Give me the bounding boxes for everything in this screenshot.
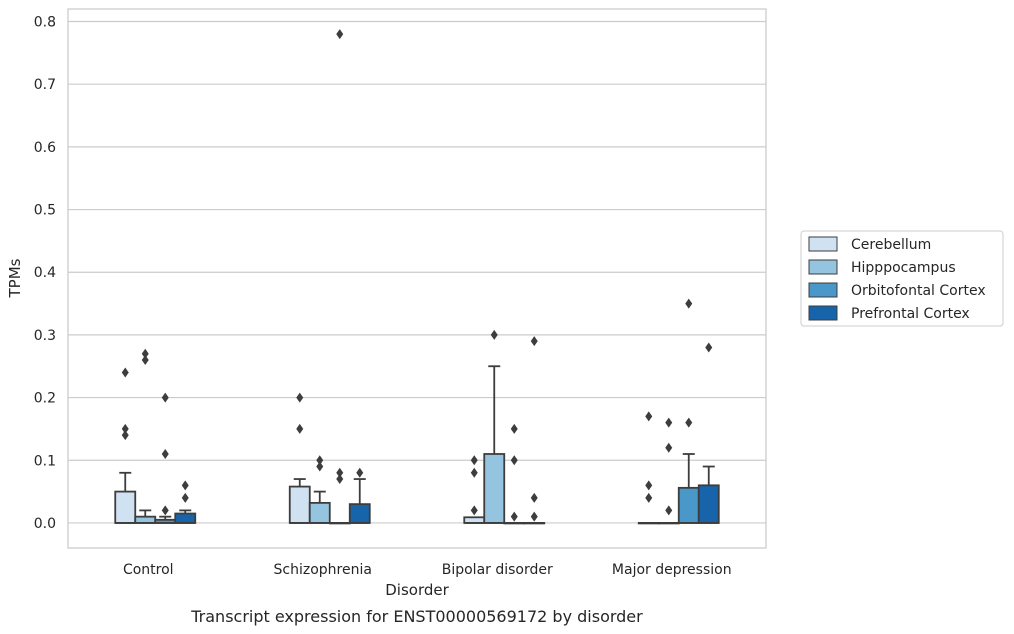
box-body xyxy=(114,490,137,524)
legend: Cerebellum Hipppocampus Orbitofontal Corte… xyxy=(800,230,1004,327)
outlier-point xyxy=(470,467,478,478)
outlier-point xyxy=(530,511,538,522)
outlier-point xyxy=(530,492,538,503)
outlier-point xyxy=(645,492,653,503)
outlier-point xyxy=(336,29,344,40)
y-axis-ticks: 0.0 0.1 0.2 0.3 0.4 0.5 0.6 0.7 0.8 xyxy=(34,15,56,532)
box xyxy=(348,467,371,524)
outlier-point xyxy=(665,417,673,428)
box-body xyxy=(174,512,197,524)
box-body xyxy=(134,515,157,524)
box xyxy=(174,480,197,524)
x-tick-label: Major depression xyxy=(612,562,732,578)
y-tick-label: 0.3 xyxy=(34,328,56,344)
legend-entry: Cerebellum xyxy=(851,237,931,253)
y-tick-label: 0.7 xyxy=(34,77,56,93)
outlier-point xyxy=(490,329,498,340)
box-body xyxy=(677,486,700,524)
box-body xyxy=(308,501,331,524)
legend-entry: Orbitofontal Cortex xyxy=(851,283,986,299)
chart-caption: Transcript expression for ENST0000056917… xyxy=(190,607,643,626)
box-body xyxy=(697,484,720,524)
outlier-point xyxy=(121,367,129,378)
box xyxy=(637,411,660,525)
plot-area-frame xyxy=(67,8,767,549)
outlier-point xyxy=(181,492,189,503)
outlier-point xyxy=(316,455,324,466)
outlier-point xyxy=(316,461,324,472)
y-tick-label: 0.5 xyxy=(34,203,56,219)
outlier-point xyxy=(510,423,518,434)
legend-entry: Hipppocampus xyxy=(851,260,956,276)
x-axis-label: Disorder xyxy=(385,581,449,599)
box xyxy=(288,392,311,524)
outlier-point xyxy=(141,354,149,365)
x-axis-ticks: Control Schizophrenia Bipolar disorder Majo… xyxy=(123,562,732,578)
outlier-point xyxy=(181,480,189,491)
y-tick-label: 0.6 xyxy=(34,140,56,156)
outlier-point xyxy=(470,455,478,466)
y-axis-label: TPMs xyxy=(6,258,24,298)
legend-swatch xyxy=(808,282,838,298)
outlier-point xyxy=(645,480,653,491)
box xyxy=(114,367,137,524)
box xyxy=(697,342,720,524)
legend-swatch xyxy=(808,305,838,321)
box-body xyxy=(288,485,311,524)
outlier-point xyxy=(336,467,344,478)
box xyxy=(463,455,486,524)
outlier-point xyxy=(685,417,693,428)
box xyxy=(134,348,157,524)
outlier-point xyxy=(665,442,673,453)
x-tick-label: Control xyxy=(123,562,174,578)
outlier-point xyxy=(510,511,518,522)
outlier-point xyxy=(665,505,673,516)
y-tick-label: 0.2 xyxy=(34,391,56,407)
outlier-point xyxy=(296,392,304,403)
outlier-point xyxy=(530,336,538,347)
box xyxy=(483,329,506,524)
outlier-point xyxy=(336,474,344,485)
x-tick-label: Bipolar disorder xyxy=(442,562,553,578)
outlier-point xyxy=(356,467,364,478)
legend-swatch xyxy=(808,236,838,252)
outlier-point xyxy=(296,423,304,434)
box-body xyxy=(483,453,506,524)
box xyxy=(503,423,526,525)
outlier-point xyxy=(510,455,518,466)
outlier-point xyxy=(685,298,693,309)
y-tick-label: 0.4 xyxy=(34,265,56,281)
box xyxy=(154,392,177,524)
x-tick-label: Schizophrenia xyxy=(274,562,372,578)
y-tick-label: 0.1 xyxy=(34,453,56,469)
box xyxy=(677,298,700,524)
outlier-point xyxy=(645,411,653,422)
gridlines xyxy=(68,20,766,524)
outlier-point xyxy=(705,342,713,353)
box xyxy=(523,336,546,525)
legend-frame xyxy=(800,230,1004,327)
outlier-point xyxy=(161,392,169,403)
y-tick-label: 0.0 xyxy=(34,516,56,532)
box-body xyxy=(348,503,371,524)
box xyxy=(657,417,680,525)
box xyxy=(308,455,331,524)
outlier-point xyxy=(161,505,169,516)
y-tick-label: 0.8 xyxy=(34,15,56,31)
legend-swatch xyxy=(808,259,838,275)
legend-entry: Prefrontal Cortex xyxy=(851,306,970,322)
outlier-point xyxy=(161,448,169,459)
outlier-point xyxy=(470,505,478,516)
box xyxy=(328,29,351,525)
outlier-point xyxy=(141,348,149,359)
outlier-point xyxy=(121,430,129,441)
box-series xyxy=(114,29,720,525)
outlier-point xyxy=(121,423,129,434)
